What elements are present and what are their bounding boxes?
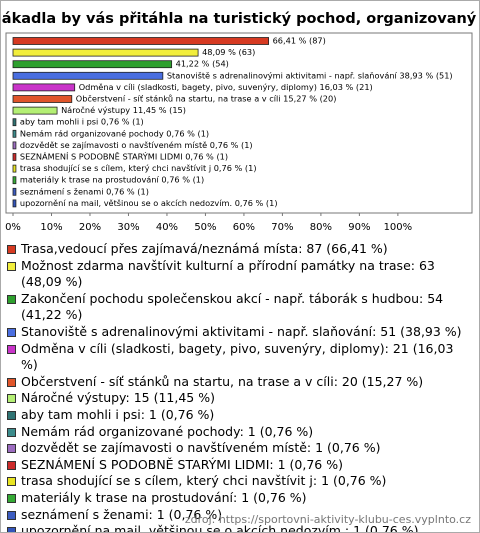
legend-label: Odměna v cíli (sladkosti, bagety, pivo, … [21, 340, 454, 373]
legend-item: Občerstvení - síť stánků na startu, na t… [7, 374, 469, 391]
legend-swatch [7, 427, 16, 437]
legend-label: upozornění na mail, většinou se o akcích… [21, 523, 419, 533]
legend-swatch [7, 493, 16, 503]
bar-label: Odměna v cíli (sladkosti, bagety, pivo, … [79, 82, 373, 92]
legend-item: SEZNÁMENÍ S PODOBNĚ STARÝMI LIDMI: 1 (0,… [7, 457, 469, 474]
legend-item: Trasa,vedoucí přes zajímavá/neznámá míst… [7, 241, 469, 258]
legend-swatch [7, 344, 16, 354]
bar [12, 60, 173, 69]
legend-item: Možnost zdarma navštívit kulturní a přír… [7, 258, 469, 291]
legend-swatch [7, 477, 16, 487]
bar-label: dozvědět se zajímavosti o navštíveném mí… [20, 140, 253, 150]
legend-swatch [7, 394, 16, 404]
bar-label: 66,41 % (87) [273, 36, 326, 46]
legend-label: trasa shodující se s cílem, který chci n… [21, 473, 387, 489]
bar [12, 129, 17, 138]
bar [12, 199, 17, 208]
legend-swatch [7, 410, 16, 420]
legend-label: Občerstvení - síť stánků na startu, na t… [21, 373, 424, 389]
legend-item: seznámení s ženami: 1 (0,76 %) [7, 507, 469, 524]
legend-label: aby tam mohli i psi: 1 (0,76 %) [21, 406, 215, 422]
legend-label: Trasa,vedoucí přes zajímavá/neznámá míst… [21, 241, 388, 256]
legend-label: Stanoviště s adrenalinovými aktivitami -… [21, 323, 462, 339]
bar [12, 118, 17, 127]
legend-item: dozvědět se zajímavosti o navštíveném mí… [7, 440, 469, 457]
bar-label: Náročné výstupy 11,45 % (15) [61, 105, 186, 115]
legend-swatch [7, 444, 16, 454]
bar [12, 153, 17, 161]
legend-swatch [7, 460, 16, 470]
legend-item: aby tam mohli i psi: 1 (0,76 %) [7, 407, 469, 424]
bar-label: Nemám rád organizované pochody 0,76 % (1… [20, 128, 209, 138]
legend-swatch [7, 261, 16, 271]
bar [12, 106, 58, 115]
legend-swatch [7, 294, 16, 304]
legend-item: Stanoviště s adrenalinovými aktivitami -… [7, 324, 469, 341]
x-tick-label: 50% [194, 222, 216, 233]
plot-frame [5, 32, 473, 214]
bar-label: Stanoviště s adrenalinovými aktivitami -… [167, 70, 453, 80]
legend-item: Zakončení pochodu společenskou akcí - na… [7, 291, 469, 324]
bar [12, 187, 17, 196]
bar-label: aby tam mohli i psi 0,76 % (1) [20, 117, 144, 127]
legend-label: Náročné výstupy: 15 (11,45 %) [21, 390, 215, 406]
bar-label: 41,22 % (54) [176, 59, 229, 69]
x-tick-label: 100% [384, 222, 413, 233]
legend: Trasa,vedoucí přes zajímavá/neznámá míst… [7, 241, 469, 533]
legend-swatch [7, 327, 16, 337]
bar-label: SEZNÁMENÍ S PODOBNĚ STARÝMI LIDMI 0,76 %… [20, 151, 228, 162]
legend-swatch [7, 510, 16, 520]
chart-title: Jaká lákadla by vás přitáhla na turistic… [1, 9, 479, 27]
bar-label: trasa shodující se s cílem, který chci n… [20, 163, 257, 173]
legend-label: SEZNÁMENÍ S PODOBNĚ STARÝMI LIDMI: 1 (0,… [21, 456, 343, 472]
legend-label: materiály k trase na prostudování: 1 (0,… [21, 489, 307, 505]
legend-item: Odměna v cíli (sladkosti, bagety, pivo, … [7, 341, 469, 374]
bar-label: materiály k trase na prostudování 0,76 %… [20, 175, 204, 185]
x-tick-label: 40% [156, 222, 178, 233]
legend-label: seznámení s ženami: 1 (0,76 %) [21, 506, 223, 522]
x-tick-label: 80% [310, 222, 332, 233]
source: zdroj: https://sportovni-aktivity-klubu-… [184, 513, 471, 526]
bar [12, 95, 73, 103]
bar [12, 37, 269, 45]
x-tick-label: 30% [117, 222, 139, 233]
bar [12, 83, 76, 92]
bar [12, 71, 164, 80]
legend-item: upozornění na mail, většinou se o akcích… [7, 523, 469, 533]
x-tick-label: 90% [348, 222, 370, 233]
bar [12, 141, 17, 150]
bar-label: 48,09 % (63) [202, 47, 255, 57]
legend-label: dozvědět se zajímavosti o navštíveném mí… [21, 440, 381, 456]
legend-label: Možnost zdarma navštívit kulturní a přír… [21, 257, 435, 290]
legend-item: Náročné výstupy: 15 (11,45 %) [7, 390, 469, 407]
chart: Jaká lákadla by vás přitáhla na turistic… [1, 9, 479, 233]
bar-label: Občerstvení - síť stánků na startu, na t… [76, 94, 337, 104]
legend-item: materiály k trase na prostudování: 1 (0,… [7, 490, 469, 507]
bar [12, 48, 199, 57]
legend-label: Nemám rád organizované pochody: 1 (0,76 … [21, 423, 314, 439]
x-tick-label: 0% [5, 222, 21, 233]
bar-label: seznámení s ženami 0,76 % (1) [20, 186, 149, 196]
x-tick-label: 70% [271, 222, 293, 233]
bar [12, 164, 17, 173]
legend-swatch [7, 245, 16, 254]
legend-item: Nemám rád organizované pochody: 1 (0,76 … [7, 424, 469, 441]
legend-swatch [7, 377, 16, 387]
bar-label: upozornění na mail, většinou se o akcích… [20, 198, 278, 208]
legend-item: trasa shodující se s cílem, který chci n… [7, 473, 469, 490]
x-tick-label: 20% [79, 222, 101, 233]
bar [12, 176, 17, 185]
x-tick-label: 60% [233, 222, 255, 233]
legend-swatch [7, 527, 16, 532]
legend-label: Zakončení pochodu společenskou akcí - na… [21, 290, 444, 323]
x-tick-label: 10% [40, 222, 62, 233]
